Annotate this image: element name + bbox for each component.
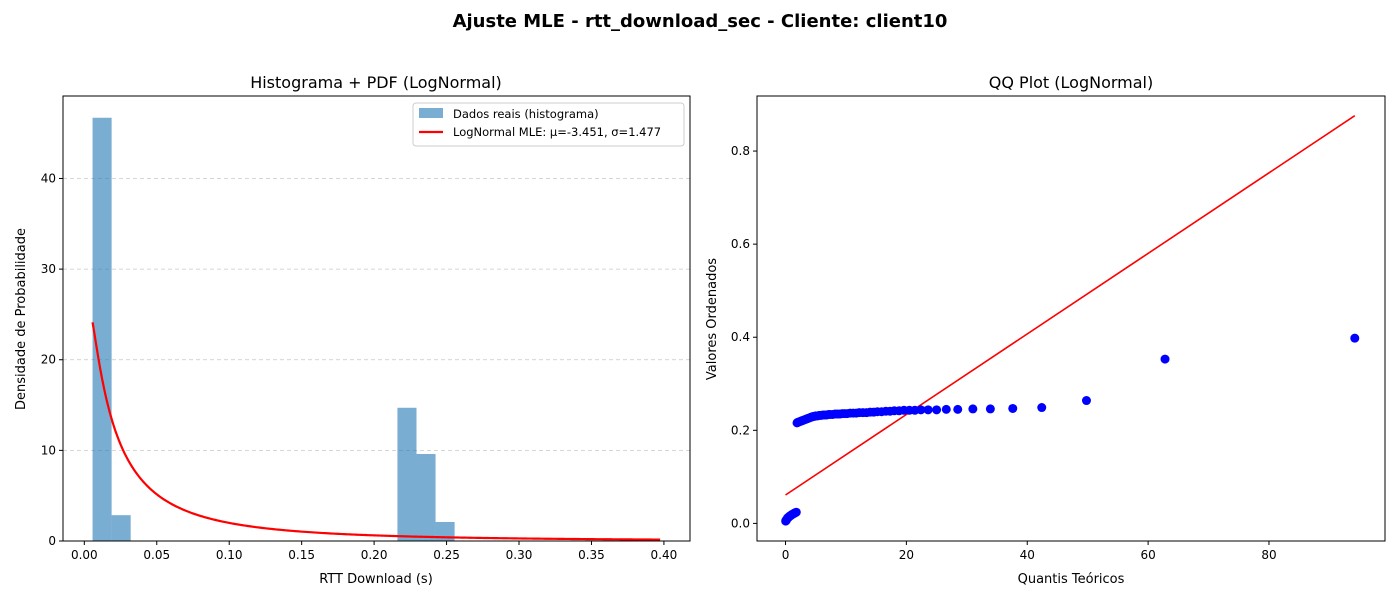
qq-panel: QQ Plot (LogNormal) 0 20 40 60 80 0.00.20.40… bbox=[705, 73, 1386, 587]
histogram-x-tick-label: 0.15 bbox=[288, 548, 315, 562]
histogram-bar bbox=[111, 515, 131, 541]
qq-x-tick-label: 80 bbox=[1261, 548, 1276, 562]
histogram-title: Histograma + PDF (LogNormal) bbox=[250, 73, 502, 92]
legend-histogram-label: Dados reais (histograma) bbox=[453, 107, 599, 121]
histogram-bars bbox=[92, 117, 455, 541]
qq-x-tick-label: 0 bbox=[782, 548, 790, 562]
qq-point bbox=[1350, 333, 1360, 343]
histogram-x-label: RTT Download (s) bbox=[319, 572, 433, 587]
histogram-x-tick-label: 0.25 bbox=[433, 548, 460, 562]
histogram-bar bbox=[397, 407, 417, 541]
qq-y-tick-label: 0.2 bbox=[731, 423, 750, 437]
qq-x-label: Quantis Teóricos bbox=[1018, 572, 1125, 587]
qq-x-ticks: 0 20 40 60 80 bbox=[782, 541, 1277, 562]
qq-point bbox=[953, 404, 963, 414]
qq-point bbox=[1160, 354, 1170, 364]
qq-y-tick-label: 0.8 bbox=[731, 144, 750, 158]
legend-histogram-swatch bbox=[419, 108, 443, 118]
qq-y-ticks: 0.0 0.2 0.4 0.6 0.8 bbox=[731, 144, 757, 530]
lognormal-pdf-line bbox=[91, 322, 661, 541]
histogram-x-tick-label: 0.40 bbox=[651, 548, 678, 562]
histogram-y-tick-label: 0 bbox=[48, 534, 56, 548]
histogram-panel: Histograma + PDF (LogNormal) 0.00 0.05 0.1… bbox=[14, 73, 691, 587]
qq-y-tick-label: 0.6 bbox=[731, 237, 750, 251]
histogram-y-label: Densidade de Probabilidade bbox=[14, 228, 29, 410]
qq-point bbox=[941, 404, 951, 414]
legend-box bbox=[412, 102, 685, 147]
histogram-axes-frame bbox=[62, 95, 691, 542]
histogram-x-tick-label: 0.30 bbox=[506, 548, 533, 562]
histogram-x-ticks: 0.00 0.05 0.10 0.15 0.20 0.25 0.30 0.35 0.40 bbox=[71, 541, 677, 562]
qq-y-tick-label: 0.0 bbox=[731, 516, 750, 530]
histogram-x-tick-label: 0.35 bbox=[578, 548, 605, 562]
qq-y-label: Valores Ordenados bbox=[705, 258, 720, 380]
qq-point bbox=[985, 404, 995, 414]
qq-y-tick-label: 0.4 bbox=[731, 330, 750, 344]
histogram-bar bbox=[92, 117, 112, 541]
histogram-y-ticks: 0 10 20 30 40 bbox=[41, 171, 63, 548]
qq-x-tick-label: 40 bbox=[1020, 548, 1035, 562]
qq-points bbox=[781, 333, 1360, 526]
legend-pdf-label: LogNormal MLE: μ=-3.451, σ=1.477 bbox=[453, 125, 661, 139]
qq-point bbox=[923, 405, 933, 415]
histogram-x-tick-label: 0.20 bbox=[361, 548, 388, 562]
histogram-x-tick-label: 0.05 bbox=[143, 548, 170, 562]
histogram-bar bbox=[416, 453, 436, 541]
histogram-y-tick-label: 20 bbox=[41, 353, 56, 367]
histogram-y-tick-label: 10 bbox=[41, 443, 56, 457]
qq-x-tick-label: 60 bbox=[1140, 548, 1155, 562]
qq-point bbox=[1081, 396, 1091, 406]
qq-point bbox=[1008, 403, 1018, 413]
histogram-y-tick-label: 30 bbox=[41, 262, 56, 276]
qq-title: QQ Plot (LogNormal) bbox=[989, 73, 1153, 92]
histogram-y-tick-label: 40 bbox=[41, 171, 56, 185]
histogram-x-tick-label: 0.00 bbox=[71, 548, 98, 562]
figure-suptitle: Ajuste MLE - rtt_download_sec - Cliente:… bbox=[453, 11, 948, 32]
qq-point bbox=[968, 404, 978, 414]
qq-point bbox=[932, 405, 942, 415]
qq-point bbox=[791, 507, 801, 517]
histogram-x-tick-label: 0.10 bbox=[216, 548, 243, 562]
qq-point bbox=[916, 405, 926, 415]
qq-point bbox=[1037, 403, 1047, 413]
qq-reference-line bbox=[785, 115, 1356, 496]
qq-axes-frame bbox=[756, 95, 1386, 542]
qq-x-tick-label: 20 bbox=[899, 548, 914, 562]
histogram-legend: Dados reais (histograma) LogNormal MLE: … bbox=[412, 102, 685, 147]
